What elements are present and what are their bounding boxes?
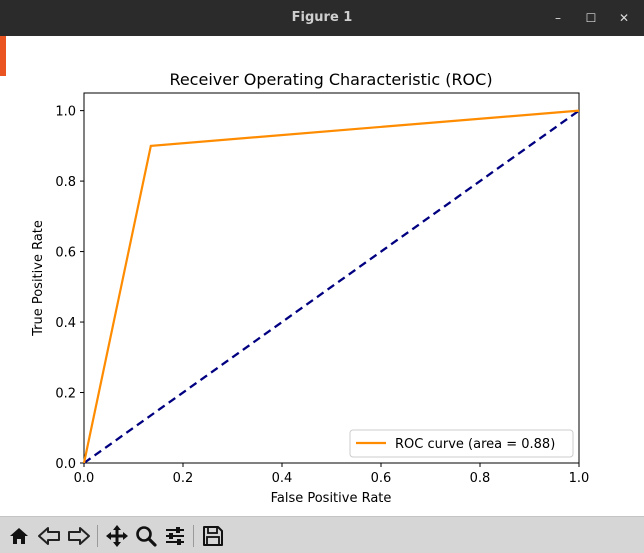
axes-frame bbox=[83, 92, 580, 464]
close-button[interactable]: ✕ bbox=[618, 11, 630, 25]
navigation-toolbar bbox=[0, 516, 644, 553]
x-tick-label: 0.4 bbox=[272, 471, 293, 486]
toolbar-separator bbox=[97, 525, 98, 547]
x-tick-label: 0.6 bbox=[371, 471, 392, 486]
chart-title: Receiver Operating Characteristic (ROC) bbox=[169, 70, 492, 89]
x-tick-label: 0.8 bbox=[470, 471, 491, 486]
minimize-button[interactable]: – bbox=[555, 11, 561, 25]
y-tick-label: 0.8 bbox=[55, 175, 76, 190]
legend-box bbox=[349, 429, 574, 458]
save-floppy-icon[interactable] bbox=[200, 523, 226, 549]
window-title: Figure 1 bbox=[291, 10, 353, 25]
pan-move-icon[interactable] bbox=[104, 523, 130, 549]
y-tick-label: 0.6 bbox=[55, 246, 76, 261]
legend: ROC curve (area = 0.88) bbox=[349, 429, 574, 458]
forward-arrow-icon[interactable] bbox=[66, 523, 92, 549]
y-axis-ticks: 0.0 0.2 0.4 0.6 0.8 1.0 bbox=[55, 105, 84, 472]
y-axis-label: True Positive Rate bbox=[31, 220, 46, 337]
maximize-button[interactable]: ☐ bbox=[585, 11, 597, 25]
window-titlebar[interactable]: Figure 1 – ☐ ✕ bbox=[0, 0, 644, 36]
home-icon[interactable] bbox=[6, 523, 32, 549]
window-edge-accent bbox=[0, 36, 6, 76]
series-group bbox=[82, 109, 580, 464]
x-tick-label: 0.0 bbox=[74, 471, 95, 486]
x-axis-label: False Positive Rate bbox=[271, 491, 392, 506]
figure-canvas[interactable]: Receiver Operating Characteristic (ROC) … bbox=[0, 36, 644, 516]
configure-subplots-icon[interactable] bbox=[162, 523, 188, 549]
toolbar-separator bbox=[193, 525, 194, 547]
x-tick-label: 0.2 bbox=[173, 471, 194, 486]
x-tick-label: 1.0 bbox=[569, 471, 590, 486]
y-tick-label: 1.0 bbox=[55, 105, 76, 120]
y-tick-label: 0.0 bbox=[55, 457, 76, 472]
chance-diagonal-line bbox=[83, 109, 580, 464]
y-tick-label: 0.2 bbox=[55, 387, 76, 402]
x-axis-ticks: 0.0 0.2 0.4 0.6 0.8 1.0 bbox=[74, 463, 590, 486]
roc-curve-line bbox=[82, 109, 580, 464]
y-tick-label: 0.4 bbox=[55, 316, 76, 331]
legend-label: ROC curve (area = 0.88) bbox=[395, 437, 555, 452]
back-arrow-icon[interactable] bbox=[36, 523, 62, 549]
roc-chart: Receiver Operating Characteristic (ROC) … bbox=[31, 70, 590, 506]
zoom-magnifier-icon[interactable] bbox=[133, 523, 159, 549]
